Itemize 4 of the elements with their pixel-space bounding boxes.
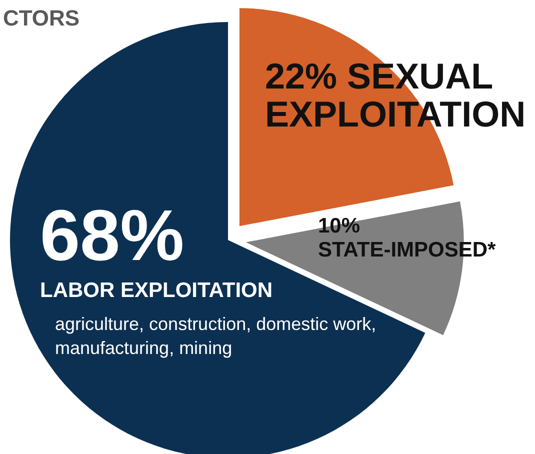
chart-title: CTORS bbox=[3, 6, 80, 30]
slice-label: LABOR EXPLOITATION bbox=[40, 279, 273, 302]
text: agriculture, construction, domestic work, manufacturing, mining bbox=[55, 314, 382, 358]
data-label: 68% bbox=[40, 196, 184, 276]
